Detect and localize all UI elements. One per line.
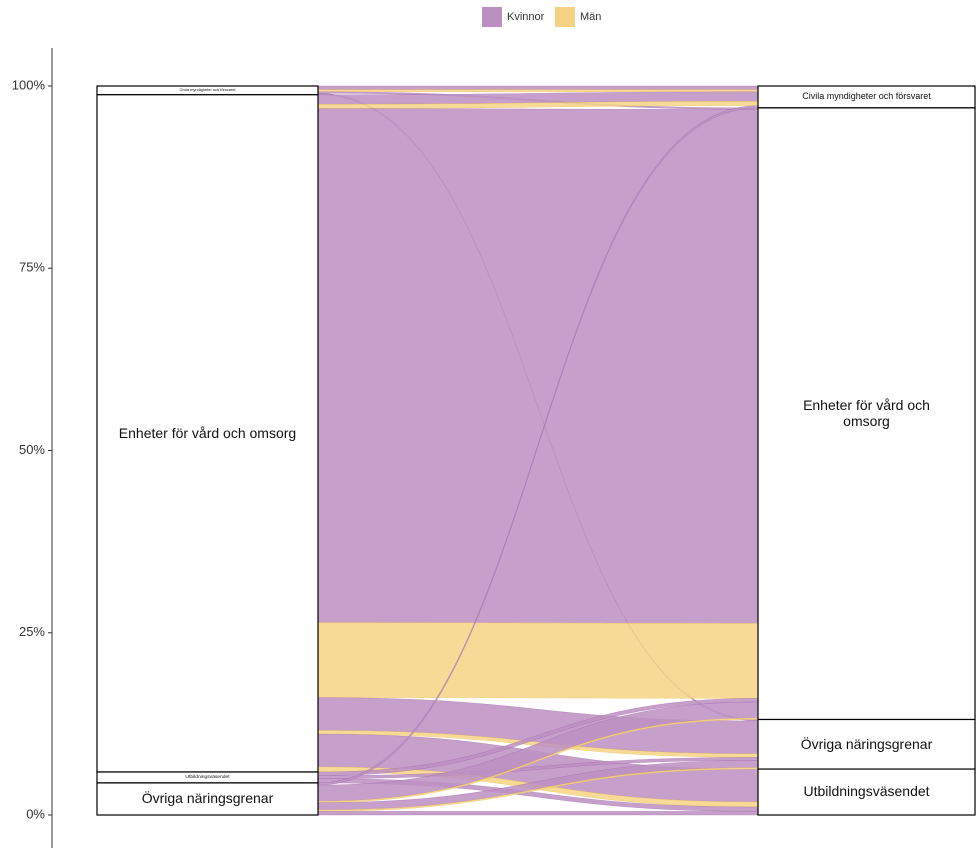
y-tick-label: 0% xyxy=(26,806,45,821)
flow xyxy=(317,89,759,93)
legend-label: Män xyxy=(580,11,601,23)
y-tick-label: 100% xyxy=(12,77,46,92)
stratum-label: Enheter för vård och omsorg xyxy=(118,424,297,441)
flow xyxy=(317,622,759,699)
stratum xyxy=(96,782,319,816)
y-tick-label: 75% xyxy=(19,260,45,275)
legend-label: Kvinnor xyxy=(507,11,545,23)
y-tick-label: 25% xyxy=(19,624,45,639)
stratum xyxy=(757,718,976,770)
legend-swatch xyxy=(482,7,502,27)
stratum-label: Enheter för vård och omsorg xyxy=(803,397,930,429)
stratum xyxy=(757,107,976,721)
stratum-label: Övriga näringsgrenar xyxy=(800,735,933,752)
legend-swatch xyxy=(555,7,575,27)
stratum-label: Utbildningsväsendet xyxy=(185,774,230,780)
flow xyxy=(317,108,759,624)
stratum xyxy=(96,94,319,773)
flow xyxy=(317,811,759,816)
stratum-label: Civila myndigheter och försvaret xyxy=(179,87,236,93)
y-tick-label: 50% xyxy=(19,442,45,457)
stratum-label: Civila myndigheter och försvaret xyxy=(802,90,931,101)
stratum-label: Utbildningsväsendet xyxy=(803,783,930,800)
flow xyxy=(317,85,759,90)
stratum-label: Övriga näringsgrenar xyxy=(141,790,274,807)
stratum xyxy=(757,768,976,816)
